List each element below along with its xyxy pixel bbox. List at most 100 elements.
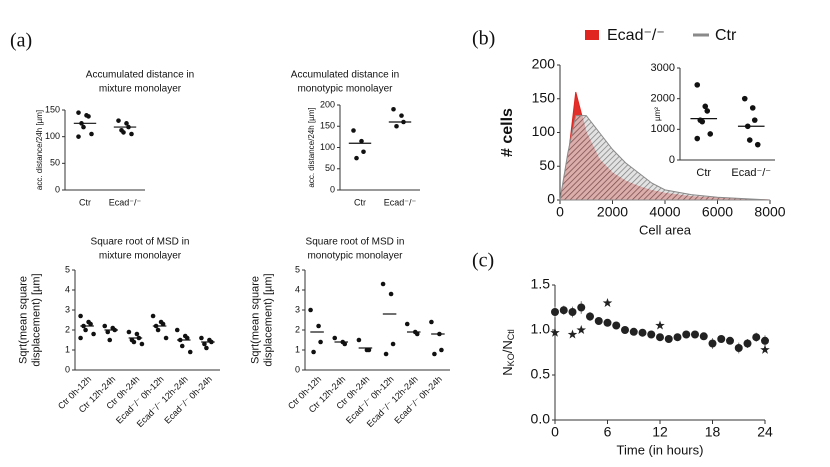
y-tick-label: 100: [532, 123, 556, 139]
data-point: [699, 332, 708, 341]
data-point: [351, 128, 356, 133]
data-point: [594, 317, 603, 325]
y-tick-label: 2: [295, 324, 300, 334]
y-tick-label: 1.5: [531, 276, 551, 292]
area: [559, 115, 771, 201]
data-point: [429, 319, 434, 325]
data-point: [124, 121, 129, 126]
x-tick-label: 0: [551, 424, 559, 440]
data-point: [380, 281, 386, 287]
y-tick-label: 3: [65, 304, 70, 314]
chart-title: monotypic monolayer: [307, 251, 403, 262]
data-point: [366, 347, 372, 353]
y-tick-label: 1: [295, 344, 300, 354]
y-tick-label: 4: [65, 284, 70, 294]
y-tick-label: 200: [320, 99, 335, 109]
star-marker: [576, 325, 587, 335]
data-point: [78, 313, 83, 319]
data-point: [81, 124, 86, 130]
y-tick-label: 100: [45, 131, 60, 141]
y-tick-label: 5: [295, 264, 300, 274]
data-point: [439, 347, 444, 353]
y-tick-label: 0: [547, 191, 555, 207]
star-marker: [567, 329, 578, 339]
data-point: [88, 321, 93, 327]
data-point: [414, 331, 420, 337]
data-point: [163, 335, 169, 341]
data-point: [751, 117, 758, 123]
x-tick-label: 6: [604, 424, 612, 440]
data-point: [391, 106, 396, 112]
data-point: [752, 333, 761, 342]
data-point: [116, 118, 121, 123]
y-axis-label: # cells: [499, 108, 516, 157]
data-point: [746, 137, 753, 143]
y-tick-label: 0: [65, 364, 70, 374]
y-axis-label: Sqrt(mean square: [17, 276, 29, 364]
data-point: [664, 335, 673, 343]
data-point: [155, 327, 161, 333]
data-point: [694, 135, 701, 142]
star-marker: [760, 344, 770, 354]
y-tick-label: 50: [539, 157, 555, 173]
data-point: [761, 336, 769, 345]
data-point: [121, 130, 126, 135]
y-tick-label: 0: [55, 184, 60, 194]
data-point: [126, 329, 132, 335]
data-point: [694, 82, 701, 88]
y-tick-label: 0.0: [531, 411, 551, 427]
x-tick-label: Ecad⁻/⁻: [109, 197, 142, 207]
y-tick-label: 0.5: [531, 366, 551, 382]
panel-label: (c): [472, 250, 494, 272]
data-point: [699, 118, 706, 125]
y-tick-label: 5: [65, 264, 70, 274]
data-point: [102, 323, 108, 329]
x-tick-label: Ecad⁻/⁻: [731, 167, 771, 179]
y-axis-label: Sqrt(mean square: [249, 276, 261, 364]
y-tick-label: 0: [295, 364, 300, 374]
data-point: [621, 326, 629, 334]
data-point: [174, 327, 180, 333]
chart-title: Accumulated distance in: [86, 70, 194, 81]
data-point: [551, 308, 559, 316]
y-tick-label: 1.0: [531, 321, 551, 337]
data-point: [354, 155, 359, 161]
y-axis-label-part: Ctl: [506, 329, 516, 340]
data-point: [204, 345, 209, 351]
data-point: [316, 323, 321, 329]
data-point: [717, 335, 726, 343]
chart-title: Accumulated distance in: [291, 70, 399, 81]
data-point: [673, 333, 682, 342]
y-tick-label: 200: [532, 56, 556, 72]
data-point: [76, 110, 81, 115]
y-tick-label: 3: [295, 304, 300, 314]
x-tick-label: 2000: [597, 204, 628, 220]
data-point: [383, 351, 389, 357]
data-point: [629, 327, 638, 336]
data-point: [89, 131, 94, 137]
x-tick-label: 4000: [649, 204, 680, 220]
y-tick-label: 0: [669, 154, 675, 166]
data-point: [332, 335, 338, 341]
data-point: [702, 103, 709, 110]
data-point: [187, 349, 193, 355]
x-tick-label: Ctr: [696, 167, 711, 179]
y-axis-label: acc. distance/24h [µm]: [35, 110, 44, 190]
data-point: [359, 138, 364, 144]
y-tick-label: 0: [330, 184, 335, 194]
y-tick-label: 50: [325, 163, 335, 173]
x-tick-label: 24: [757, 424, 773, 440]
data-point: [603, 318, 612, 327]
y-tick-label: 2: [65, 324, 70, 334]
legend-label: Ecad⁻/⁻: [607, 27, 665, 44]
y-tick-label: 150: [45, 104, 60, 114]
x-tick-label: 12: [652, 424, 668, 440]
data-point: [647, 330, 656, 339]
y-axis-label-part: /N: [500, 340, 515, 353]
data-point: [638, 328, 647, 337]
y-axis-label: displacement) [µm]: [30, 273, 42, 366]
data-point: [83, 327, 88, 333]
data-point: [105, 329, 111, 335]
panel-label: (b): [472, 28, 495, 50]
